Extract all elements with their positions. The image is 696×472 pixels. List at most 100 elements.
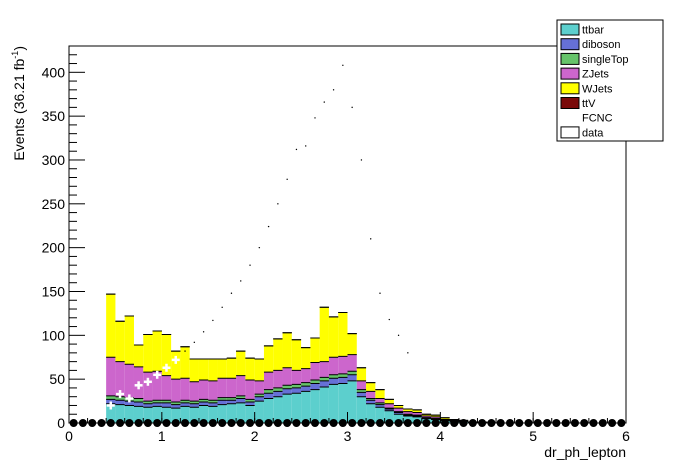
legend-label-zjets: ZJets (582, 69, 609, 81)
bar-zjets-23 (282, 367, 292, 386)
stack-layer (106, 293, 497, 423)
fcnc-point-23 (323, 101, 325, 103)
bar-wjets-40 (440, 417, 450, 420)
bar-zjets-18 (236, 375, 246, 396)
bar-diboson-11 (171, 404, 181, 409)
bar-singletop-25 (301, 382, 311, 387)
bar-singletop-16 (217, 397, 227, 401)
fcnc-point-17 (267, 225, 270, 228)
bar-wjets-24 (291, 339, 302, 371)
bar-wjets-20 (254, 358, 264, 381)
fcnc-point-5 (153, 370, 162, 379)
bar-wjets-23 (282, 332, 292, 368)
bar-wjets-36 (403, 408, 413, 412)
bar-wjets-16 (217, 358, 227, 379)
bar-singletop-28 (328, 374, 339, 379)
bar-ttbar-25 (301, 391, 311, 423)
x-tick-label-6: 6 (622, 428, 630, 444)
fcnc-point-16 (258, 246, 261, 249)
fcnc-point-15 (249, 264, 251, 266)
bar-wjets-39 (431, 415, 441, 417)
axis-layer: 0 1 2 3 4 5 6 0 50 100 150 200 250 300 350 400 (42, 45, 630, 444)
fcnc-point-3 (134, 381, 143, 390)
bar-wjets-30 (347, 333, 357, 355)
bar-zjets-22 (273, 370, 283, 388)
bar-diboson-12 (180, 402, 190, 407)
bar-singletop-4 (106, 395, 116, 400)
bar-singletop-23 (282, 385, 292, 389)
bar-wjets-17 (226, 358, 237, 379)
bar-zjets-31 (356, 380, 367, 390)
fcnc-point-8 (184, 350, 186, 352)
bar-ttbar-6 (124, 405, 134, 423)
bar-zjets-20 (254, 380, 264, 395)
bar-singletop-32 (366, 398, 376, 401)
bar-ttbar-34 (384, 410, 394, 423)
fcnc-point-20 (295, 148, 298, 151)
bar-wjets-21 (263, 345, 274, 373)
bar-diboson-9 (152, 402, 162, 407)
bar-wjets-8 (143, 334, 153, 373)
legend-label-ttbar: ttbar (582, 25, 604, 37)
fcnc-point-31 (397, 334, 400, 337)
bar-zjets-19 (245, 380, 255, 400)
y-tick-label-7: 350 (42, 108, 66, 124)
bar-zjets-24 (291, 370, 302, 385)
bar-ttbar-27 (319, 387, 329, 423)
bar-singletop-5 (115, 396, 125, 401)
bar-ttbar-13 (189, 407, 199, 423)
bar-singletop-24 (291, 384, 302, 388)
bar-wjets-14 (198, 358, 209, 381)
bar-wjets-22 (273, 338, 283, 371)
bar-zjets-27 (319, 361, 329, 378)
bar-diboson-6 (124, 401, 134, 406)
y-axis-title-close: ) (11, 46, 27, 51)
bar-ttbar-18 (236, 402, 246, 423)
bar-diboson-22 (273, 391, 283, 397)
bar-ttbar-26 (310, 389, 320, 423)
fcnc-point-36 (440, 403, 449, 412)
bar-diboson-27 (319, 380, 329, 388)
bar-singletop-20 (254, 394, 264, 397)
y-axis-title-main: Events (36.21 fb (11, 58, 27, 160)
bar-zjets-5 (115, 361, 125, 397)
bar-diboson-23 (282, 388, 292, 395)
bar-zjets-39 (431, 416, 441, 419)
y-tick-label-2: 100 (42, 327, 66, 343)
bar-ttbar-9 (152, 406, 162, 423)
legend-label-data: data (582, 127, 604, 139)
bar-zjets-9 (152, 371, 162, 401)
bar-diboson-24 (291, 387, 302, 394)
bar-ttbar-32 (366, 403, 376, 423)
bar-ttbar-20 (254, 401, 264, 423)
bar-zjets-35 (393, 408, 404, 412)
fcnc-point-6 (162, 363, 171, 372)
bar-zjets-4 (106, 357, 116, 396)
legend-swatch-ttv (560, 97, 580, 109)
fcnc-point-34 (422, 383, 431, 392)
y-tick-label-8: 400 (42, 64, 66, 80)
bar-ttbar-11 (171, 408, 181, 423)
bar-diboson-5 (115, 400, 125, 405)
bar-zjets-30 (347, 354, 357, 372)
legend-swatch-wjets (560, 82, 580, 95)
bar-wjets-25 (301, 347, 311, 369)
x-tick-label-5: 5 (529, 428, 537, 444)
fcnc-point-26 (351, 106, 353, 109)
bar-wjets-27 (319, 307, 329, 362)
bar-zjets-32 (366, 391, 376, 399)
bar-ttbar-8 (143, 407, 153, 423)
bar-zjets-25 (301, 368, 311, 383)
legend-swatch-singletop (560, 52, 580, 65)
bar-diboson-35 (393, 412, 404, 415)
bar-diboson-32 (366, 400, 376, 404)
bar-wjets-11 (171, 351, 181, 380)
fcnc-point-7 (171, 355, 180, 364)
bar-ttbar-33 (375, 407, 385, 423)
bar-zjets-12 (180, 378, 190, 401)
x-tick-label-2: 2 (251, 428, 259, 444)
y-tick-label-4: 200 (42, 240, 66, 256)
bar-singletop-14 (198, 399, 209, 402)
bar-diboson-15 (208, 402, 218, 407)
